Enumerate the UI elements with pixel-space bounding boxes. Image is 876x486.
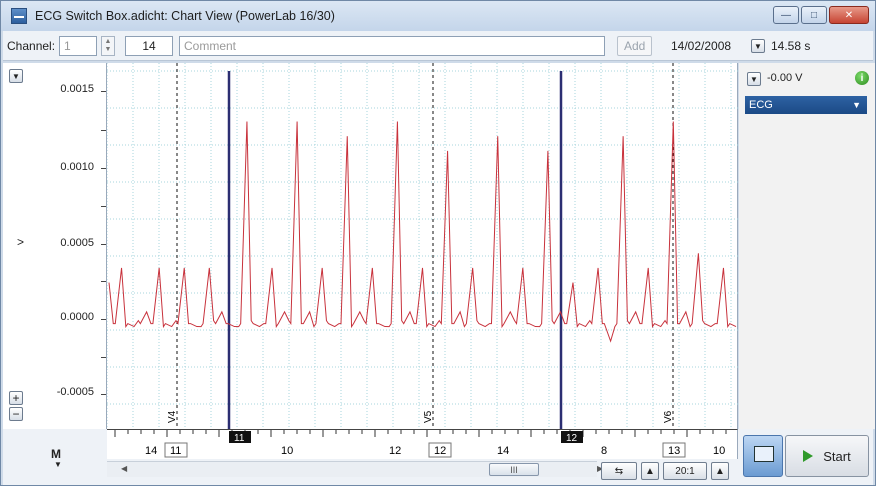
window-title: ECG Switch Box.adicht: Chart View (Power…	[35, 9, 335, 23]
channel-field[interactable]: 1	[59, 36, 97, 56]
channel-menu-dropdown[interactable]: ▼	[9, 69, 23, 83]
y-tick-label: 0.0010	[60, 161, 94, 173]
comment-marker-label: V4	[167, 410, 178, 423]
time-display-value: 14.58 s	[771, 39, 811, 53]
expand-button[interactable]: ▲	[711, 462, 729, 480]
block-number-badge	[561, 431, 583, 443]
y-tick-label: 0.0005	[60, 237, 94, 249]
time-tick-label: 14	[145, 445, 157, 457]
time-axis-ticks: 14 10 12 14 8 10 11 12 13 11 12	[114, 430, 727, 458]
scroll-left-icon[interactable]: ◀	[121, 464, 128, 473]
bottom-bar: M ▼ 14 10 12 14 8 10 11 12 13 11 12 ◀ III ▶ ⇆ ▲ 20…	[3, 429, 873, 485]
channel-title-dropdown[interactable]: ECG ▼	[745, 96, 867, 114]
y-tick-label: -0.0005	[56, 386, 94, 398]
y-tick-mark	[101, 91, 106, 92]
time-tick-label: 8	[601, 445, 607, 457]
block-number-label: 11	[234, 433, 245, 444]
y-tick-label: 0.0015	[60, 83, 94, 95]
range-value: -0.00 V	[767, 72, 803, 84]
maximize-button[interactable]: □	[801, 6, 827, 24]
y-tick-mark	[101, 319, 106, 320]
channel-settings-panel: ▼ -0.00 V i ECG ▼	[739, 63, 875, 429]
toolbar: Channel: 1 ▲ ▼ 14 Comment Add 14/02/2008 …	[3, 31, 873, 61]
comment-number-label: 11	[170, 445, 181, 457]
recording-setup-button[interactable]	[743, 435, 783, 477]
mark-label: M	[51, 447, 61, 461]
zoom-ratio-button[interactable]: 20:1	[663, 462, 707, 480]
comment-number-box	[164, 442, 188, 458]
chart-area[interactable]: V4 V5 V6	[106, 63, 738, 429]
y-tick-mark	[101, 206, 106, 207]
y-tick-mark	[101, 168, 106, 169]
time-tick-label: 10	[713, 445, 725, 457]
channel-name: ECG	[749, 99, 773, 111]
time-display-dropdown[interactable]: ▼	[751, 39, 765, 53]
range-dropdown[interactable]: ▼	[747, 72, 761, 86]
zoom-in-button[interactable]: +	[9, 391, 23, 405]
zoom-out-button[interactable]: −	[9, 407, 23, 421]
ecg-trace-line	[108, 121, 737, 343]
comment-input[interactable]: Comment	[179, 36, 605, 56]
comment-marker-label: V6	[663, 410, 674, 423]
time-tick-label: 14	[497, 445, 509, 457]
channel-label: Channel:	[7, 39, 56, 53]
time-tick-label: 10	[281, 445, 293, 457]
y-tick-mark	[101, 357, 106, 358]
labchart-app-icon	[11, 8, 27, 24]
compress-button[interactable]: ▲	[641, 462, 659, 480]
info-icon[interactable]: i	[855, 71, 869, 85]
block-number-badge	[229, 431, 251, 443]
y-tick-mark	[101, 394, 106, 395]
block-number-label: 12	[566, 433, 578, 444]
y-tick-mark	[101, 130, 106, 131]
time-tick-label: 12	[389, 445, 401, 457]
y-axis-panel: ▼ 0.0015 0.0010 0.0005 0.0000 -0.0005 > …	[3, 63, 107, 429]
comment-marker-label: V5	[423, 410, 434, 423]
y-tick-mark	[101, 281, 106, 282]
comment-number-label: 12	[434, 445, 446, 457]
scrollbar-thumb[interactable]: III	[489, 463, 539, 476]
play-icon	[803, 450, 814, 462]
time-axis: 14 10 12 14 8 10 11 12 13 11 12	[107, 429, 738, 459]
autoscale-button[interactable]: ⇆	[601, 462, 637, 480]
block-number-field[interactable]: 14	[125, 36, 173, 56]
add-comment-button[interactable]: Add	[617, 36, 653, 56]
window-controls: — □ ✕	[773, 6, 869, 24]
ecg-chart[interactable]: V4 V5 V6	[106, 63, 738, 429]
title-bar[interactable]: ECG Switch Box.adicht: Chart View (Power…	[1, 1, 875, 31]
minimize-button[interactable]: —	[773, 6, 799, 24]
close-button[interactable]: ✕	[829, 6, 869, 24]
chevron-down-icon: ▼	[852, 100, 861, 110]
recording-date: 14/02/2008	[671, 39, 732, 53]
start-button[interactable]: Start	[785, 435, 869, 477]
y-tick-mark	[101, 244, 106, 245]
start-label: Start	[823, 448, 851, 464]
scroll-right-icon[interactable]: ▶	[597, 464, 603, 473]
comment-number-label: 13	[668, 445, 680, 457]
mark-arrow-icon[interactable]: ▼	[54, 460, 62, 469]
channel-stepper[interactable]: ▲ ▼	[101, 36, 115, 56]
y-unit-marker: >	[17, 235, 25, 249]
comment-number-box	[428, 442, 452, 458]
comment-number-box	[662, 442, 686, 458]
y-tick-label: 0.0000	[60, 311, 94, 323]
horizontal-scrollbar[interactable]: ◀ III ▶	[107, 461, 603, 477]
